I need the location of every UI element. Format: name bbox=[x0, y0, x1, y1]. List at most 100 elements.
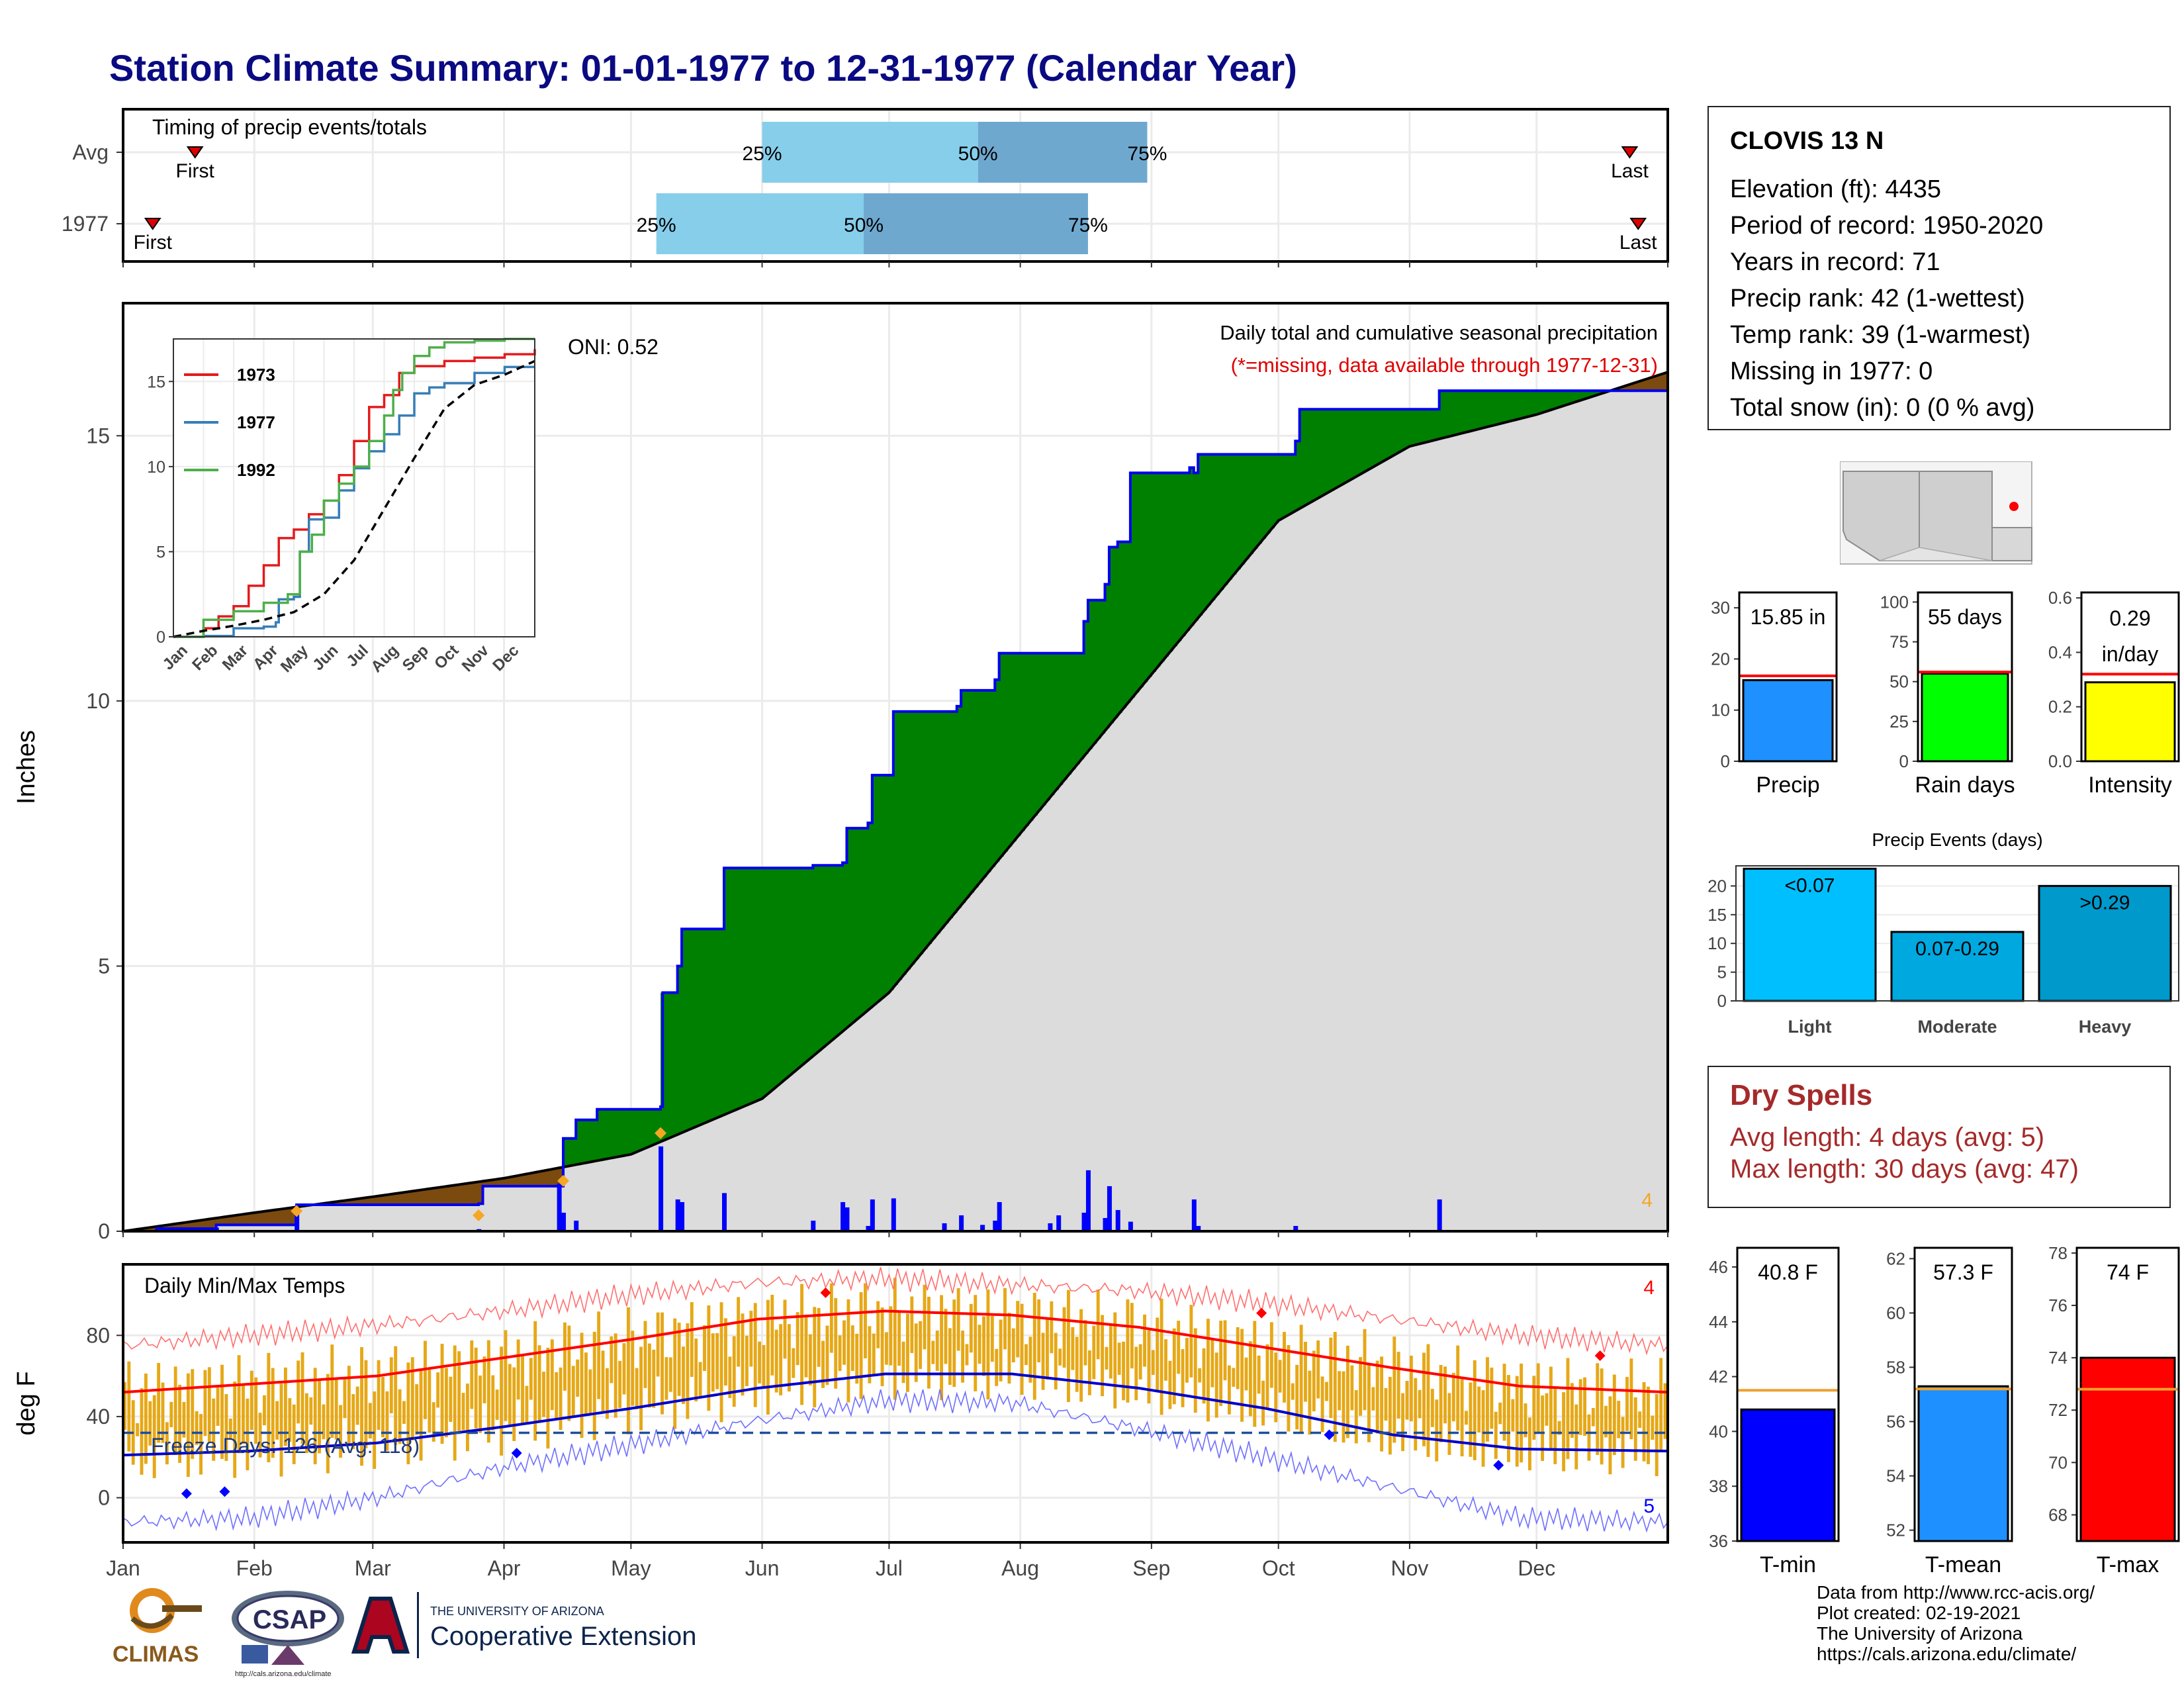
precip-surplus bbox=[1515, 391, 1520, 420]
temp-daily-bar bbox=[774, 1329, 778, 1393]
events-bar-label: 0.07-0.29 bbox=[1915, 938, 1999, 960]
temp-daily-bar bbox=[1083, 1320, 1087, 1366]
temp-xtick-label: Dec bbox=[1518, 1556, 1555, 1580]
temp-daily-bar bbox=[1274, 1352, 1278, 1423]
precip-daily-bar bbox=[997, 1201, 1002, 1231]
temp-daily-bar bbox=[872, 1333, 876, 1375]
precip-total-value-label: 15.85 in bbox=[1751, 605, 1826, 629]
temp-daily-bar bbox=[385, 1391, 389, 1451]
precip-surplus bbox=[690, 929, 695, 1129]
temp-daily-bar bbox=[897, 1311, 901, 1366]
temp-daily-bar bbox=[444, 1368, 448, 1438]
temp-daily-bar bbox=[1422, 1352, 1426, 1446]
ua-big-text: Cooperative Extension bbox=[430, 1622, 696, 1651]
precip-surplus bbox=[1477, 391, 1482, 429]
temp-daily-bar bbox=[1028, 1336, 1032, 1383]
precip-daily-bar bbox=[959, 1215, 964, 1231]
temp-daily-bar bbox=[622, 1343, 626, 1395]
temp-daily-bar bbox=[838, 1335, 842, 1372]
precip-surplus bbox=[1011, 653, 1017, 841]
temp-record-marker bbox=[1256, 1307, 1267, 1319]
precip-surplus bbox=[893, 711, 898, 985]
precip-subtitle: (*=missing, data available through 1977-… bbox=[1231, 353, 1658, 377]
temp-daily-bar bbox=[846, 1299, 850, 1403]
precip-surplus bbox=[762, 868, 767, 1098]
precip-surplus bbox=[1168, 473, 1173, 651]
temp-daily-bar bbox=[1037, 1299, 1041, 1363]
temp-daily-bar bbox=[1189, 1305, 1193, 1378]
timing-label-q25: 25% bbox=[637, 214, 676, 236]
precip-ytick-label: 5 bbox=[98, 954, 110, 978]
precip-surplus bbox=[635, 1109, 640, 1152]
inset-ytick-label: 5 bbox=[156, 543, 165, 561]
intensity-ytick-label: 0.2 bbox=[2048, 697, 2072, 717]
precip-deficit bbox=[207, 1219, 212, 1229]
precip-surplus bbox=[592, 1119, 598, 1162]
station-years: Years in record: 71 bbox=[1730, 248, 1940, 276]
temp-daily-bar bbox=[859, 1292, 863, 1399]
temp-daily-bar bbox=[660, 1312, 664, 1415]
precip-surplus bbox=[1160, 473, 1165, 662]
station-precip-rank: Precip rank: 42 (1-wettest) bbox=[1730, 285, 2025, 312]
temp-daily-bar bbox=[1456, 1345, 1460, 1431]
precip-total-label: Precip bbox=[1756, 773, 1819, 798]
precip-deficit bbox=[355, 1198, 361, 1205]
temp-daily-bar bbox=[817, 1307, 821, 1367]
precip-surplus bbox=[1329, 409, 1334, 491]
temp-daily-bar bbox=[1617, 1401, 1621, 1438]
temp-xtick-label: Jun bbox=[745, 1556, 780, 1580]
temp-daily-bar bbox=[749, 1311, 753, 1367]
temp-daily-bar bbox=[309, 1397, 313, 1425]
intensity-label: Intensity bbox=[2088, 773, 2172, 798]
precip-surplus bbox=[1346, 409, 1351, 481]
timing-marker-last bbox=[1621, 146, 1639, 159]
temp-daily-bar bbox=[178, 1384, 182, 1463]
temp-daily-bar bbox=[1054, 1333, 1058, 1390]
precip-surplus bbox=[1447, 391, 1453, 437]
temp-daily-bar bbox=[1198, 1368, 1202, 1383]
precip-surplus bbox=[1181, 473, 1186, 636]
precip-surplus bbox=[792, 868, 797, 1072]
temp-record-marker bbox=[820, 1287, 831, 1298]
precip-surplus bbox=[1087, 600, 1093, 749]
temp-daily-bar bbox=[707, 1305, 711, 1411]
tmin-value-label: 40.8 F bbox=[1758, 1260, 1818, 1284]
timing-label-last: Last bbox=[1611, 160, 1649, 182]
precip-surplus bbox=[1304, 409, 1309, 505]
precip-surplus bbox=[800, 868, 805, 1065]
precip-surplus bbox=[1380, 409, 1385, 462]
precip-total-ytick-label: 0 bbox=[1721, 751, 1730, 771]
temp-daily-bar bbox=[368, 1403, 372, 1439]
precip-deficit bbox=[424, 1189, 429, 1205]
temp-daily-bar bbox=[1527, 1417, 1531, 1471]
precip-deficit bbox=[195, 1221, 200, 1229]
precip-surplus bbox=[1342, 409, 1347, 484]
temp-daily-bar bbox=[292, 1404, 296, 1464]
precip-daily-bar bbox=[1081, 1212, 1087, 1231]
temp-daily-bar bbox=[1117, 1342, 1121, 1375]
precip-daily-bar bbox=[980, 1225, 985, 1231]
temp-daily-bar bbox=[1549, 1366, 1553, 1449]
precip-surplus bbox=[724, 868, 729, 1114]
temp-daily-bar bbox=[1130, 1303, 1134, 1369]
precip-surplus bbox=[1392, 409, 1398, 455]
temp-daily-bar bbox=[258, 1413, 262, 1458]
temp-daily-bar bbox=[969, 1303, 973, 1353]
precip-surplus bbox=[1583, 391, 1588, 399]
precip-surplus bbox=[864, 828, 869, 1012]
temp-daily-bar bbox=[398, 1389, 402, 1444]
temp-daily-bar bbox=[1460, 1378, 1464, 1457]
temp-daily-bar bbox=[1210, 1340, 1214, 1387]
temp-daily-bar bbox=[1494, 1411, 1498, 1459]
precip-surplus bbox=[927, 711, 932, 944]
temp-daily-bar bbox=[673, 1318, 677, 1429]
temp-daily-bar bbox=[1536, 1363, 1540, 1434]
precip-surplus bbox=[978, 690, 983, 882]
temp-daily-bar bbox=[246, 1398, 250, 1471]
inset-border bbox=[173, 338, 535, 637]
temp-daily-bar bbox=[1520, 1363, 1524, 1463]
precip-surplus bbox=[1062, 653, 1068, 780]
precip-surplus bbox=[1574, 391, 1580, 402]
precip-surplus bbox=[732, 868, 737, 1111]
precip-surplus bbox=[1545, 391, 1550, 412]
